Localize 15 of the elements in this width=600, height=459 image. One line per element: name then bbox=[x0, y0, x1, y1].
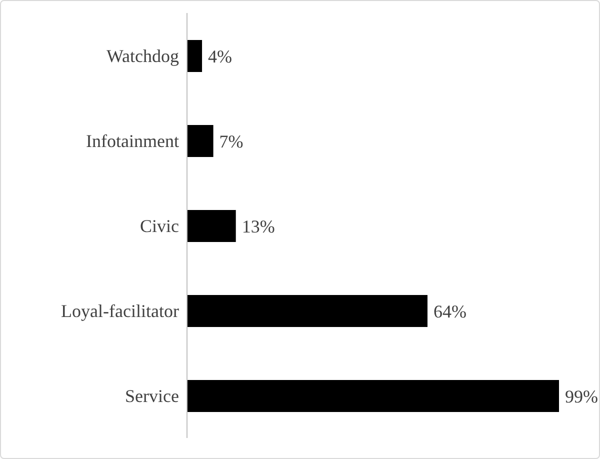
bar bbox=[187, 380, 559, 412]
y-tick-label: Infotainment bbox=[86, 130, 179, 151]
data-label: 99% bbox=[565, 386, 598, 406]
bar bbox=[187, 210, 236, 242]
bar bbox=[187, 125, 214, 157]
bar bbox=[187, 40, 202, 72]
y-tick-label: Civic bbox=[140, 216, 180, 236]
data-label: 4% bbox=[208, 46, 232, 66]
y-tick-label: Loyal-facilitator bbox=[61, 300, 179, 321]
bar bbox=[187, 295, 428, 327]
y-tick-label: Watchdog bbox=[106, 46, 179, 66]
data-label: 64% bbox=[433, 301, 466, 322]
y-tick-label: Service bbox=[125, 386, 179, 406]
data-label: 7% bbox=[219, 131, 244, 152]
data-label: 13% bbox=[242, 216, 275, 236]
